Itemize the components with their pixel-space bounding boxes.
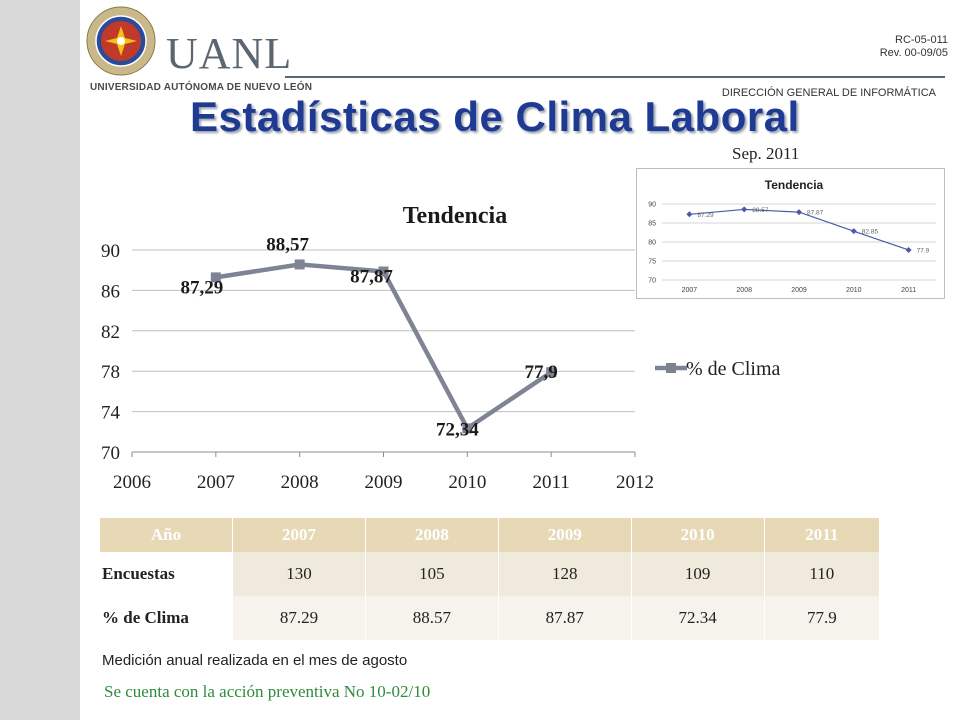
mini-chart-series: [686, 206, 912, 253]
mini-chart-title: Tendencia: [765, 178, 824, 192]
x-tick-label: 2006: [113, 472, 151, 493]
logo-subtitle: UNIVERSIDAD AUTÓNOMA DE NUEVO LEÓN: [90, 82, 313, 93]
mini-data-label: 77.9: [917, 247, 930, 254]
table-cell: 110: [764, 552, 881, 596]
mini-data-point-marker: [905, 246, 912, 253]
report-date: Sep. 2011: [732, 144, 800, 163]
main-chart-title: Tendencia: [403, 203, 507, 229]
survey-table: Año 2007 2008 2009 2010 2011 Encuestas 1…: [100, 518, 881, 640]
mini-data-point-marker: [850, 228, 857, 235]
main-chart-axes: 70 74 78 82 86 90 2006 2007 2008 2009 2010 2011 2012: [101, 241, 654, 493]
data-label: 87,87: [350, 267, 393, 288]
y-tick-label: 86: [101, 281, 120, 302]
y-tick-label: 78: [101, 362, 120, 383]
mini-y-tick-label: 90: [648, 202, 656, 209]
legend-label: % de Clima: [686, 358, 781, 380]
table-cell: 77.9: [764, 596, 881, 640]
table-row: % de Clima 87.29 88.57 87.87 72.34 77.9: [100, 596, 881, 640]
series-line-clima: [213, 262, 554, 431]
x-tick-label: 2012: [616, 472, 654, 493]
table-cell: 72.34: [631, 596, 765, 640]
university-seal-icon: [86, 6, 156, 76]
table-header-cell: 2007: [232, 518, 366, 552]
legend-marker-swatch: [666, 363, 676, 373]
main-chart-series: [210, 259, 557, 434]
row-label-clima: % de Clima: [100, 596, 233, 640]
mini-data-point-marker: [686, 211, 693, 218]
left-sidebar-band: [0, 0, 80, 720]
table-cell: 88.57: [365, 596, 499, 640]
mini-data-label: 87.87: [807, 210, 824, 217]
row-label-encuestas: Encuestas: [100, 552, 233, 596]
table-header-cell: 2010: [631, 518, 765, 552]
mini-data-label: 88.57: [752, 207, 769, 214]
mini-y-tick-label: 80: [648, 240, 656, 247]
data-label: 72,34: [436, 419, 479, 440]
page-title: Estadísticas de Clima Laboral: [190, 93, 800, 140]
mini-x-tick-label: 2011: [901, 287, 916, 294]
header-divider: [285, 76, 945, 78]
main-chart-data-labels: 87,29 88,57 87,87 72,34 77,9: [180, 234, 557, 440]
mini-y-tick-label: 85: [648, 221, 656, 228]
table-row: Encuestas 130 105 128 109 110: [100, 552, 881, 596]
mini-chart-grid: 70 75 80 85 90 2007 2008 2009 2010 2011: [648, 202, 936, 294]
measurement-note: Medición anual realizada en el mes de ag…: [102, 652, 408, 669]
y-tick-label: 82: [101, 322, 120, 343]
table-header-cell: 2011: [764, 518, 881, 552]
y-tick-label: 74: [101, 403, 121, 424]
data-point-marker: [294, 259, 305, 270]
mini-chart-frame: [636, 168, 945, 299]
table-header-cell: Año: [100, 518, 233, 552]
table-header-cell: 2008: [365, 518, 499, 552]
data-label: 77,9: [525, 362, 558, 383]
mini-x-tick-label: 2010: [846, 287, 862, 294]
main-chart-grid: [132, 249, 635, 413]
table-cell: 130: [232, 552, 366, 596]
mini-trend-chart: Tendencia 70 75 80 85 90 2007 2008 2009 2010 2011…: [636, 168, 945, 299]
x-tick-label: 2011: [533, 472, 570, 493]
mini-x-tick-label: 2009: [791, 287, 807, 294]
mini-data-label: 87.29: [697, 212, 714, 219]
y-tick-label: 70: [101, 443, 120, 464]
table-cell: 105: [365, 552, 499, 596]
department-name: DIRECCIÓN GENERAL DE INFORMÁTICA: [721, 87, 936, 99]
table-cell: 128: [498, 552, 632, 596]
logo-word: UANL: [166, 29, 293, 78]
table-header-cell: 2009: [498, 518, 632, 552]
table-cell: 87.87: [498, 596, 632, 640]
mini-data-point-marker: [796, 209, 802, 216]
data-point-marker: [546, 367, 557, 378]
mini-x-tick-label: 2007: [682, 287, 698, 294]
document-code-block: RC-05-011 Rev. 00-09/05: [880, 34, 948, 60]
mini-x-tick-label: 2008: [736, 287, 752, 294]
data-label: 87,29: [180, 277, 223, 298]
document-code: RC-05-011: [895, 34, 948, 46]
preventive-action-note: Se cuenta con la acción preventiva No 10…: [104, 682, 431, 701]
main-trend-chart: Tendencia 70 74 78 82 86 90 2006 2007 2008 2009 20…: [101, 203, 781, 493]
mini-data-label: 82.85: [862, 229, 879, 236]
x-tick-label: 2007: [197, 472, 235, 493]
mini-chart-data-labels: 87.29 88.57 87.87 82.85 77.9: [697, 207, 929, 255]
data-label: 88,57: [266, 234, 309, 255]
x-tick-label: 2009: [365, 472, 403, 493]
mini-y-tick-label: 75: [648, 259, 656, 266]
table-cell: 87.29: [232, 596, 366, 640]
y-tick-label: 90: [101, 241, 120, 262]
mini-y-tick-label: 70: [648, 278, 656, 285]
mini-data-point-marker: [741, 206, 748, 213]
data-point-marker: [462, 423, 473, 434]
x-tick-label: 2008: [281, 472, 319, 493]
revision-code: Rev. 00-09/05: [879, 47, 948, 59]
data-point-marker: [378, 266, 389, 277]
data-point-marker: [210, 272, 221, 283]
main-chart-legend: % de Clima: [655, 358, 781, 380]
table-cell: 109: [631, 552, 765, 596]
table-header-row: Año 2007 2008 2009 2010 2011: [100, 518, 881, 552]
x-tick-label: 2010: [448, 472, 486, 493]
